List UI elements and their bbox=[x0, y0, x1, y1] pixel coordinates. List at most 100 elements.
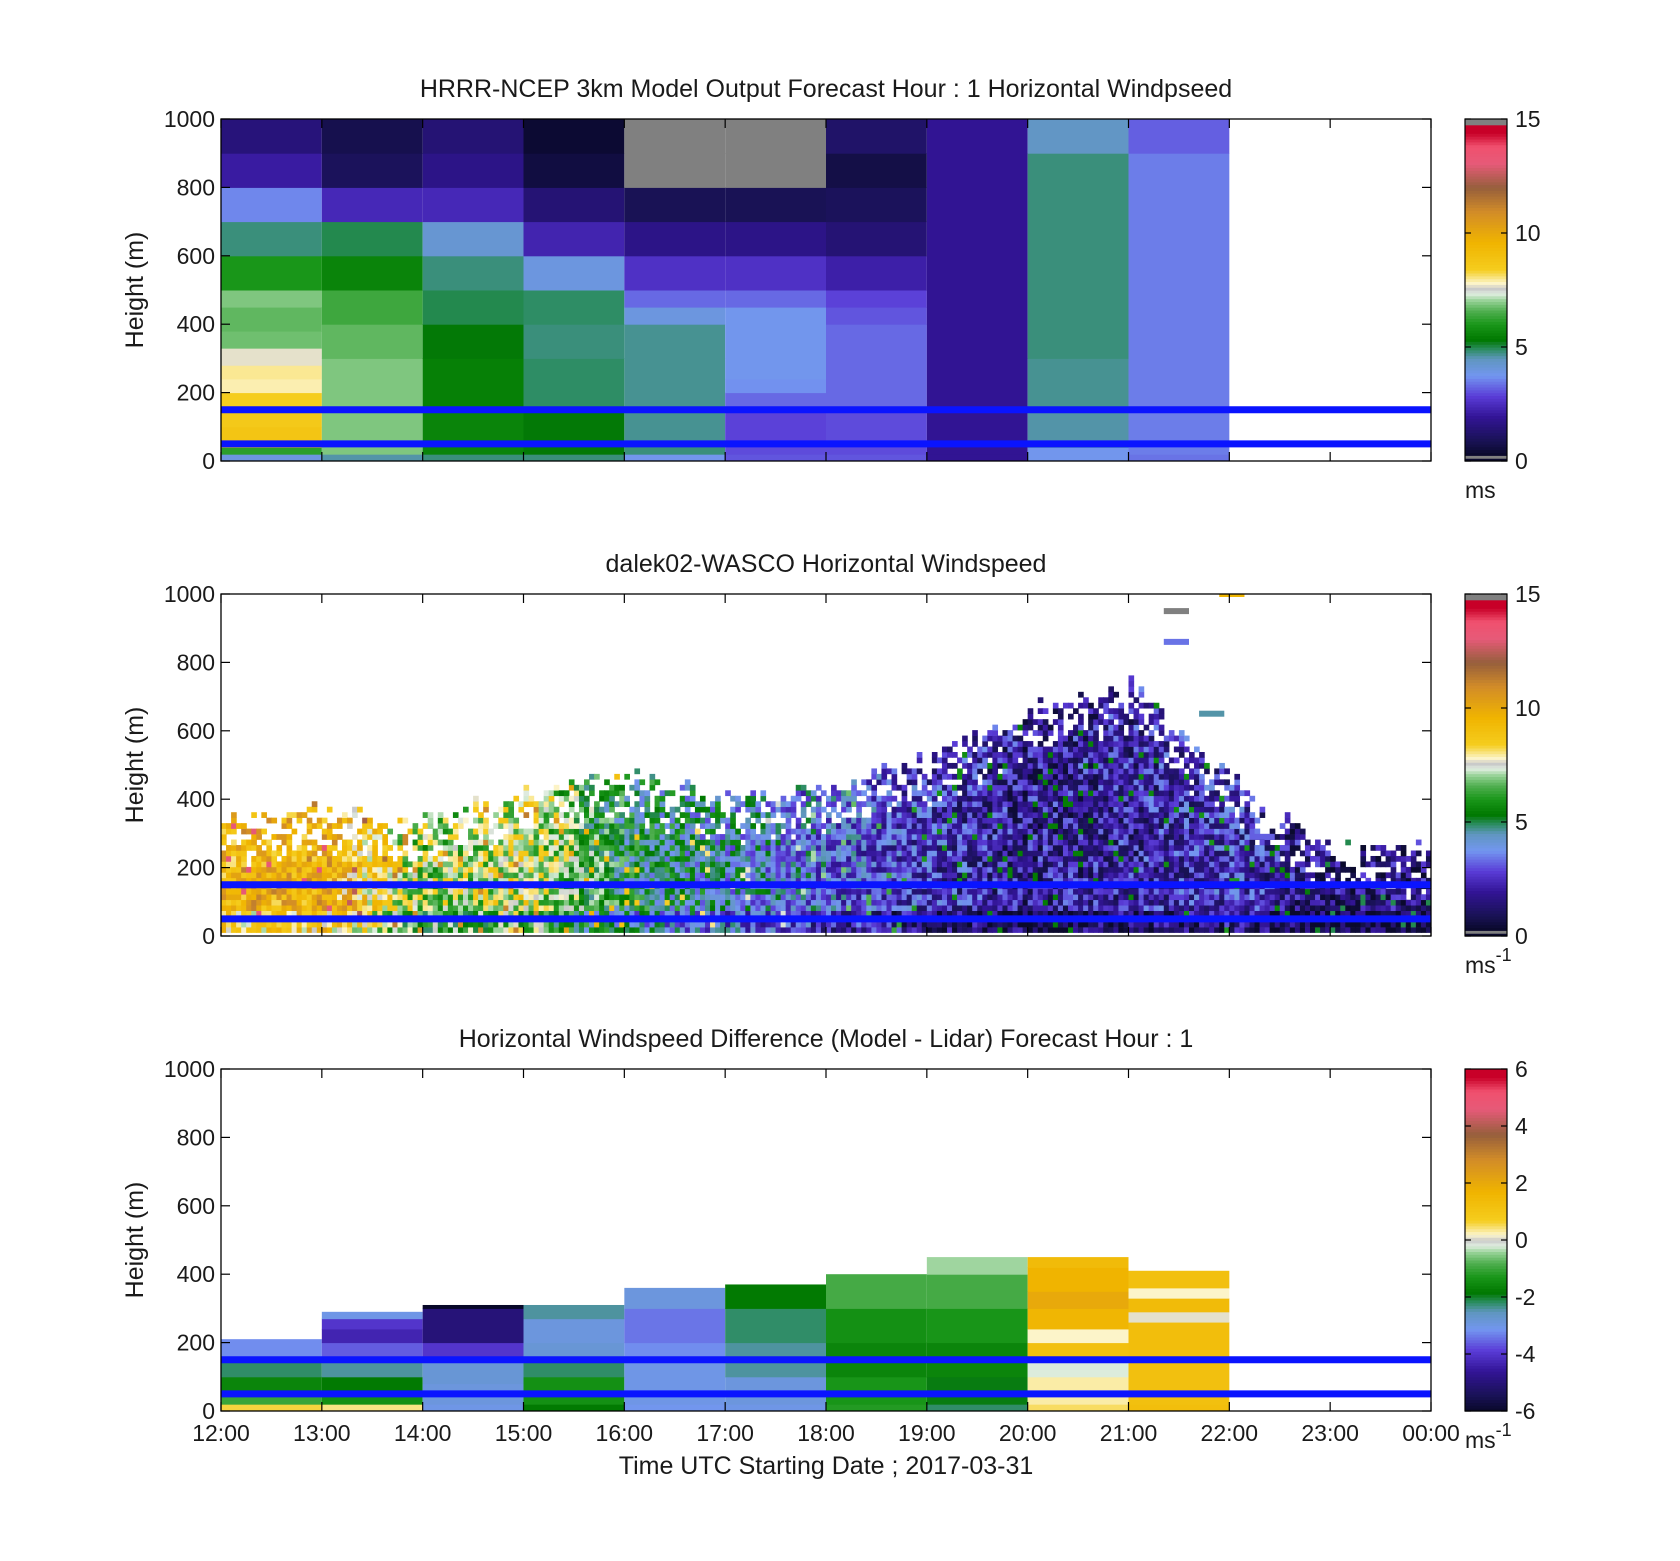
lidar-cell bbox=[1052, 801, 1059, 808]
lidar-cell bbox=[357, 866, 363, 873]
lidar-cell bbox=[1068, 866, 1074, 873]
lidar-cell bbox=[634, 790, 641, 797]
lidar-cell bbox=[689, 801, 696, 808]
lidar-cell bbox=[1042, 784, 1049, 791]
lidar-cell bbox=[1078, 839, 1084, 846]
lidar-cell bbox=[1088, 741, 1094, 747]
lidar-cell bbox=[1103, 823, 1109, 829]
lidar-cell bbox=[1073, 746, 1079, 753]
lidar-cell bbox=[755, 801, 762, 808]
lidar-cell bbox=[589, 823, 595, 829]
lidar-cell bbox=[634, 850, 641, 857]
lidar-cell bbox=[226, 927, 232, 933]
lidar-cell bbox=[402, 921, 409, 928]
lidar-cell bbox=[326, 894, 333, 901]
lidar-cell bbox=[568, 801, 575, 808]
lidar-cell bbox=[498, 806, 504, 813]
lidar-cell bbox=[941, 910, 948, 917]
colorbar-segment bbox=[1465, 335, 1507, 340]
lidar-cell bbox=[952, 752, 958, 758]
lidar-cell bbox=[417, 845, 424, 851]
lidar-cell bbox=[931, 872, 938, 879]
lidar-cell bbox=[261, 855, 267, 862]
lidar-cell bbox=[982, 762, 988, 769]
lidar-cell bbox=[805, 921, 812, 928]
lidar-cell bbox=[911, 910, 918, 917]
lidar-cell bbox=[503, 806, 509, 813]
cell-5-6 bbox=[725, 290, 826, 308]
lidar-cell bbox=[382, 850, 388, 857]
lidar-cell bbox=[962, 735, 968, 742]
lidar-cell bbox=[553, 888, 560, 895]
lidar-cell bbox=[397, 899, 404, 906]
lidar-cell bbox=[548, 850, 555, 857]
lidar-cell bbox=[1057, 741, 1064, 747]
lidar-cell bbox=[548, 790, 555, 797]
lidar-cell bbox=[876, 894, 883, 901]
lidar-cell bbox=[639, 894, 646, 901]
lidar-cell bbox=[261, 861, 267, 868]
lidar-cell bbox=[578, 850, 585, 857]
colorbar-segment bbox=[1465, 449, 1507, 454]
lidar-cell bbox=[498, 888, 504, 895]
lidar-cell bbox=[513, 910, 520, 917]
lidar-cell bbox=[921, 779, 928, 786]
lidar-cell bbox=[548, 927, 555, 933]
lidar-cell bbox=[276, 888, 283, 895]
lidar-cell bbox=[1068, 834, 1074, 840]
lidar-cell bbox=[599, 894, 605, 901]
lidar-cell bbox=[281, 921, 288, 928]
lidar-cell bbox=[614, 921, 620, 928]
lidar-cell bbox=[256, 834, 262, 840]
lidar-cell bbox=[1143, 894, 1150, 901]
lidar-cell bbox=[1078, 861, 1084, 868]
lidar-cell bbox=[1037, 757, 1044, 764]
lidar-cell bbox=[1088, 812, 1094, 818]
lidar-cell bbox=[1032, 888, 1039, 895]
lidar-cell bbox=[1002, 812, 1009, 818]
lidar-cell bbox=[568, 877, 575, 884]
lidar-cell bbox=[795, 927, 802, 933]
lidar-cell bbox=[236, 866, 242, 873]
lidar-cell bbox=[826, 850, 832, 857]
lidar-cell bbox=[911, 855, 918, 862]
lidar-cell bbox=[508, 921, 515, 928]
lidar-cell bbox=[795, 850, 802, 857]
lidar-cell bbox=[452, 877, 459, 884]
lidar-cell bbox=[684, 845, 691, 851]
lidar-cell bbox=[911, 806, 918, 813]
lidar-cell bbox=[1138, 702, 1145, 709]
lidar-cell bbox=[523, 784, 530, 791]
colorbar-segment bbox=[1465, 429, 1507, 434]
lidar-cell bbox=[609, 905, 615, 911]
lidar-cell bbox=[1073, 801, 1079, 808]
lidar-cell bbox=[664, 910, 671, 917]
lidar-cell bbox=[755, 888, 762, 895]
lidar-cell bbox=[1068, 861, 1074, 868]
lidar-cell bbox=[1093, 713, 1099, 720]
lidar-cell bbox=[1042, 762, 1049, 769]
lidar-cell bbox=[543, 872, 550, 879]
lidar-cell bbox=[1083, 899, 1089, 906]
lidar-cell bbox=[367, 877, 373, 884]
lidar-cell bbox=[432, 855, 439, 862]
lidar-cell bbox=[357, 839, 363, 846]
lidar-cell bbox=[745, 861, 751, 868]
lidar-cell bbox=[1123, 899, 1130, 906]
lidar-cell bbox=[866, 839, 872, 846]
lidar-cell bbox=[1052, 784, 1059, 791]
lidar-cell bbox=[1098, 872, 1104, 879]
colorbar-segment bbox=[1465, 150, 1507, 154]
lidar-cell bbox=[1052, 905, 1059, 911]
lidar-cell bbox=[578, 823, 585, 829]
lidar-cell bbox=[594, 801, 600, 808]
lidar-cell bbox=[347, 921, 353, 928]
lidar-cell bbox=[543, 834, 550, 840]
lidar-cell bbox=[1042, 845, 1049, 851]
lidar-cell bbox=[1027, 757, 1034, 764]
lidar-cell bbox=[377, 861, 383, 868]
lidar-cell bbox=[982, 855, 988, 862]
lidar-cell bbox=[599, 828, 605, 835]
lidar-cell bbox=[866, 784, 872, 791]
lidar-cell bbox=[1123, 768, 1130, 775]
